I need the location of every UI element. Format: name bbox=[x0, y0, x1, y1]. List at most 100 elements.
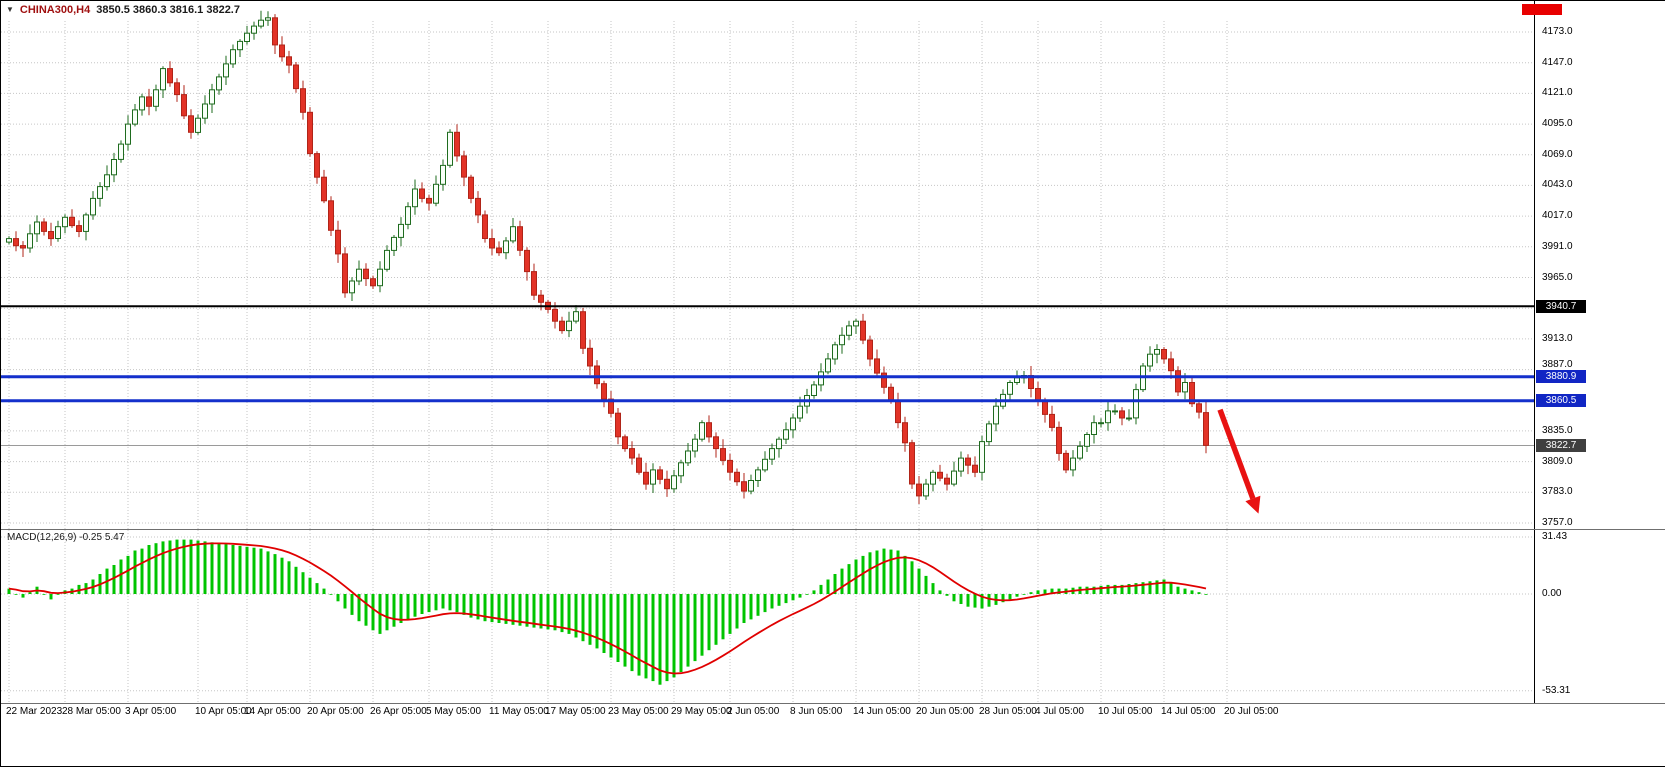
macd-histogram-bar bbox=[924, 575, 928, 594]
macd-histogram-bar bbox=[189, 539, 193, 594]
macd-histogram-bar bbox=[56, 594, 60, 595]
candle-body bbox=[363, 268, 369, 280]
macd-histogram-bar bbox=[1092, 586, 1096, 594]
candle-body bbox=[727, 459, 733, 473]
macd-histogram-bar bbox=[1169, 583, 1173, 594]
candle-body bbox=[167, 68, 173, 84]
macd-histogram-bar bbox=[1141, 582, 1145, 594]
candle-body bbox=[909, 442, 915, 485]
candle-body bbox=[1133, 389, 1139, 419]
macd-histogram-bar bbox=[602, 594, 606, 653]
macd-histogram-bar bbox=[168, 540, 172, 594]
candle-body bbox=[216, 76, 222, 91]
time-axis[interactable]: 22 Mar 2023 28 Mar 05:00 3 Apr 05:00 10 Apr… bbox=[1, 704, 1534, 724]
candle-body bbox=[986, 423, 992, 443]
candle-body bbox=[1126, 417, 1132, 420]
candle-body bbox=[510, 226, 516, 242]
macd-histogram-bar bbox=[210, 542, 214, 594]
candle-body bbox=[860, 320, 866, 341]
macd-indicator-pane[interactable] bbox=[1, 530, 1534, 703]
candle-body bbox=[874, 358, 880, 374]
candle-body bbox=[111, 159, 117, 176]
candle-body bbox=[237, 40, 243, 51]
red-rectangle-marker[interactable] bbox=[1522, 4, 1562, 15]
candle-body bbox=[587, 347, 593, 367]
macd-histogram-bar bbox=[1148, 581, 1152, 594]
symbol-dropdown-icon[interactable]: ▼ bbox=[6, 5, 14, 14]
candle-body bbox=[636, 457, 642, 473]
macd-histogram-bar bbox=[840, 568, 844, 594]
candle-body bbox=[825, 358, 831, 373]
macd-histogram-bar bbox=[161, 541, 165, 594]
macd-histogram-bar bbox=[280, 557, 284, 594]
macd-histogram-bar bbox=[987, 594, 991, 607]
macd-histogram-bar bbox=[889, 549, 893, 594]
macd-histogram-bar bbox=[217, 543, 221, 594]
candle-body bbox=[1007, 382, 1013, 395]
macd-histogram-bar bbox=[28, 592, 32, 594]
macd-histogram-bar bbox=[1134, 583, 1138, 594]
candle-body bbox=[342, 253, 348, 294]
candle-body bbox=[307, 111, 313, 155]
macd-histogram-bar bbox=[357, 594, 361, 622]
macd-histogram-bar bbox=[7, 588, 11, 594]
macd-histogram-bar bbox=[1204, 594, 1208, 595]
candle-body bbox=[1147, 353, 1153, 367]
candle-body bbox=[230, 49, 236, 65]
date-tick-label: 29 May 05:00 bbox=[671, 706, 732, 717]
macd-histogram-bar bbox=[231, 545, 235, 594]
date-tick-label: 14 Jun 05:00 bbox=[853, 706, 911, 717]
price-level-tag: 3822.7 bbox=[1536, 439, 1586, 452]
macd-histogram-bar bbox=[966, 594, 970, 607]
candle-body bbox=[6, 238, 12, 243]
candle-body bbox=[797, 405, 803, 419]
price-level-tag: 3860.5 bbox=[1536, 394, 1586, 407]
candle-body bbox=[356, 268, 362, 282]
macd-histogram-bar bbox=[672, 594, 676, 678]
candle-body bbox=[643, 471, 649, 485]
macd-histogram-bar bbox=[609, 594, 613, 658]
price-axis[interactable]: 4173.0 4147.0 4121.0 4095.0 4069.0 4043.0 4017… bbox=[1534, 1, 1665, 703]
price-chart-pane[interactable] bbox=[1, 1, 1534, 529]
macd-signal-line bbox=[8, 542, 1207, 675]
macd-histogram-bar bbox=[392, 594, 396, 627]
date-tick-label: 17 May 05:00 bbox=[545, 706, 606, 717]
candle-body bbox=[321, 176, 327, 202]
candle-body bbox=[48, 231, 54, 240]
macd-histogram-bar bbox=[553, 594, 557, 631]
candle-body bbox=[461, 155, 467, 178]
macd-histogram-bar bbox=[637, 594, 641, 676]
candle-body bbox=[783, 429, 789, 440]
candle-body bbox=[531, 271, 537, 296]
macd-histogram-bar bbox=[707, 594, 711, 651]
candle-body bbox=[853, 320, 859, 327]
macd-histogram-bar bbox=[595, 594, 599, 649]
candle-body bbox=[650, 469, 656, 485]
macd-histogram-bar bbox=[406, 594, 410, 620]
price-tick-label: 3783.0 bbox=[1542, 486, 1573, 497]
candle-body bbox=[573, 311, 579, 322]
macd-histogram-bar bbox=[735, 594, 739, 629]
macd-histogram-bar bbox=[441, 594, 445, 609]
arrow-annotation-head[interactable] bbox=[1245, 495, 1261, 514]
date-tick-label: 28 Mar 05:00 bbox=[62, 706, 121, 717]
candle-body bbox=[1077, 445, 1083, 459]
macd-histogram-bar bbox=[1022, 594, 1026, 595]
macd-histogram-bar bbox=[518, 594, 522, 626]
candle-body bbox=[146, 96, 152, 107]
arrow-annotation-shaft[interactable] bbox=[1217, 408, 1256, 500]
candle-body bbox=[734, 471, 740, 483]
candle-body bbox=[202, 103, 208, 119]
pane-separator[interactable] bbox=[1, 529, 1665, 530]
candle-body bbox=[937, 471, 943, 479]
macd-histogram-bar bbox=[651, 594, 655, 682]
macd-histogram-bar bbox=[350, 594, 354, 615]
macd-histogram-bar bbox=[1113, 584, 1117, 594]
candle-body bbox=[1098, 422, 1104, 425]
candle-body bbox=[678, 462, 684, 477]
candle-body bbox=[594, 365, 600, 385]
candle-body bbox=[349, 280, 355, 294]
macd-histogram-bar bbox=[903, 555, 907, 594]
candle-body bbox=[370, 278, 376, 287]
macd-histogram-bar bbox=[861, 555, 865, 594]
